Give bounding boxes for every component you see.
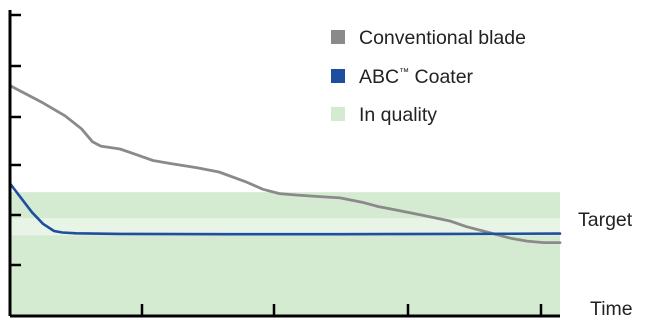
quality-band-layer	[10, 192, 560, 316]
series-line-abc-coater	[8, 182, 562, 236]
series-layer	[8, 84, 562, 245]
legend: Conventional blade ABC™ Coater In quality	[331, 27, 526, 126]
axis-labels: Target Time	[578, 209, 633, 320]
target-band	[10, 218, 560, 236]
legend-label-conventional-blade: Conventional blade	[359, 27, 526, 49]
x-axis-label: Time	[590, 298, 633, 320]
target-label: Target	[578, 209, 633, 231]
legend-swatch-conventional-blade	[331, 30, 345, 44]
series-line-conventional-blade	[8, 84, 562, 245]
legend-label-in-quality: In quality	[359, 104, 437, 126]
quality-band	[10, 192, 560, 316]
legend-label-abc-coater: ABC™ Coater	[359, 66, 474, 88]
legend-swatch-in-quality	[331, 107, 345, 121]
legend-swatch-abc-coater	[331, 69, 345, 83]
axis-layer	[8, 10, 560, 318]
